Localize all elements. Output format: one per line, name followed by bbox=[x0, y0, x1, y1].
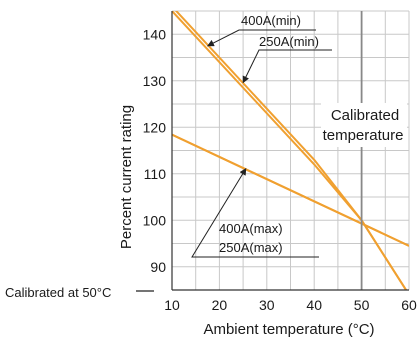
x-tick-label: 20 bbox=[212, 297, 228, 313]
x-tick-label: 60 bbox=[401, 297, 417, 313]
annotation-leaders bbox=[191, 29, 332, 258]
tick-labels: 10 20 30 40 50 60 90 100 110 120 130 140 bbox=[143, 26, 417, 313]
calibrated-temperature-label: Calibrated bbox=[331, 107, 399, 124]
leader-250a-min bbox=[242, 49, 332, 84]
y-tick-label: 100 bbox=[143, 212, 167, 228]
x-tick-label: 50 bbox=[354, 297, 370, 313]
leader-400a-min bbox=[206, 29, 316, 47]
x-axis-label: Ambient temperature (°C) bbox=[203, 321, 374, 338]
y-tick-label: 110 bbox=[144, 166, 167, 182]
series-line-250a-max bbox=[172, 133, 409, 247]
y-tick-label: 90 bbox=[150, 259, 166, 275]
x-tick-label: 40 bbox=[306, 297, 322, 313]
calibrated-temperature-label-2: temperature bbox=[323, 127, 404, 144]
annotation-250a-min: 250A(min) bbox=[259, 34, 319, 49]
leader-max bbox=[191, 168, 319, 258]
x-tick-label: 10 bbox=[164, 297, 180, 313]
x-tick-label: 30 bbox=[259, 297, 275, 313]
y-tick-label: 120 bbox=[143, 119, 167, 135]
y-tick-label: 140 bbox=[143, 26, 167, 42]
series-line-250a-min bbox=[172, 11, 408, 290]
calibrated-temperature-label-bg bbox=[321, 103, 407, 147]
plot-frame bbox=[171, 11, 409, 291]
annotation-250a-max: 250A(max) bbox=[219, 240, 283, 255]
calibrated-at-label: Calibrated at 50°C bbox=[5, 285, 111, 300]
annotation-400a-min: 400A(min) bbox=[241, 13, 301, 28]
y-axis-label: Percent current rating bbox=[118, 105, 135, 249]
y-tick-label: 130 bbox=[143, 73, 167, 89]
annotation-400a-max: 400A(max) bbox=[219, 221, 283, 236]
